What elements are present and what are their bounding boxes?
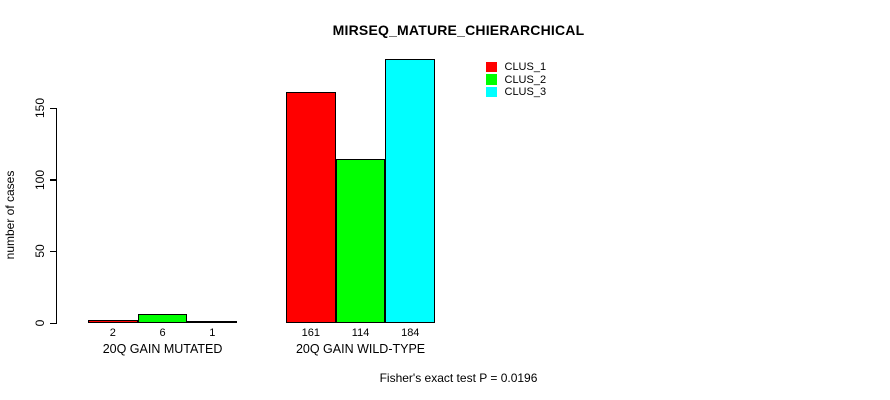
y-axis-tick	[49, 107, 56, 109]
y-axis-label: number of cases	[3, 170, 17, 260]
legend-swatch	[486, 61, 497, 73]
bar-value-label: 114	[351, 327, 370, 339]
y-axis-line	[55, 107, 57, 324]
bar-clus_3-group2	[385, 59, 436, 324]
legend-item-clus_3: CLUS_3	[486, 86, 546, 98]
legend-swatch	[486, 86, 497, 98]
legend-swatch	[486, 74, 497, 85]
category-label: 20Q GAIN WILD-TYPE	[295, 342, 426, 356]
bar-clus_2-group2	[335, 159, 386, 324]
y-axis-tick	[49, 179, 56, 181]
bar-value-label: 1	[209, 327, 216, 339]
chart-title: MIRSEQ_MATURE_CHIERARCHICAL	[332, 22, 585, 38]
bar-clus_1-group1	[88, 319, 138, 324]
bar-value-label: 161	[301, 327, 321, 339]
y-axis-tick-label: 0	[33, 319, 47, 327]
y-axis-tick	[49, 322, 56, 324]
legend-label: CLUS_1	[504, 61, 547, 74]
y-axis-tick-label: 50	[33, 244, 47, 259]
y-axis-tick-label: 100	[33, 169, 47, 190]
bar-value-label: 2	[109, 327, 116, 339]
bar-value-label: 184	[401, 327, 420, 339]
legend-label: CLUS_3	[504, 85, 547, 98]
annotation-text: Fisher's exact test P = 0.0196	[379, 371, 538, 385]
bar-value-label: 6	[159, 327, 166, 339]
legend-item-clus_1: CLUS_1	[486, 61, 546, 73]
legend: CLUS_1 CLUS_2 CLUS_3	[486, 61, 546, 98]
legend-label: CLUS_2	[504, 73, 547, 86]
bar-clus_3-group1	[187, 321, 238, 324]
legend-item-clus_2: CLUS_2	[486, 73, 547, 86]
y-axis-tick-label: 150	[33, 98, 47, 119]
bar-clus_1-group2	[286, 91, 336, 324]
y-axis-tick	[49, 250, 56, 253]
bar-clus_2-group1	[137, 313, 188, 324]
category-label: 20Q GAIN MUTATED	[102, 342, 223, 356]
